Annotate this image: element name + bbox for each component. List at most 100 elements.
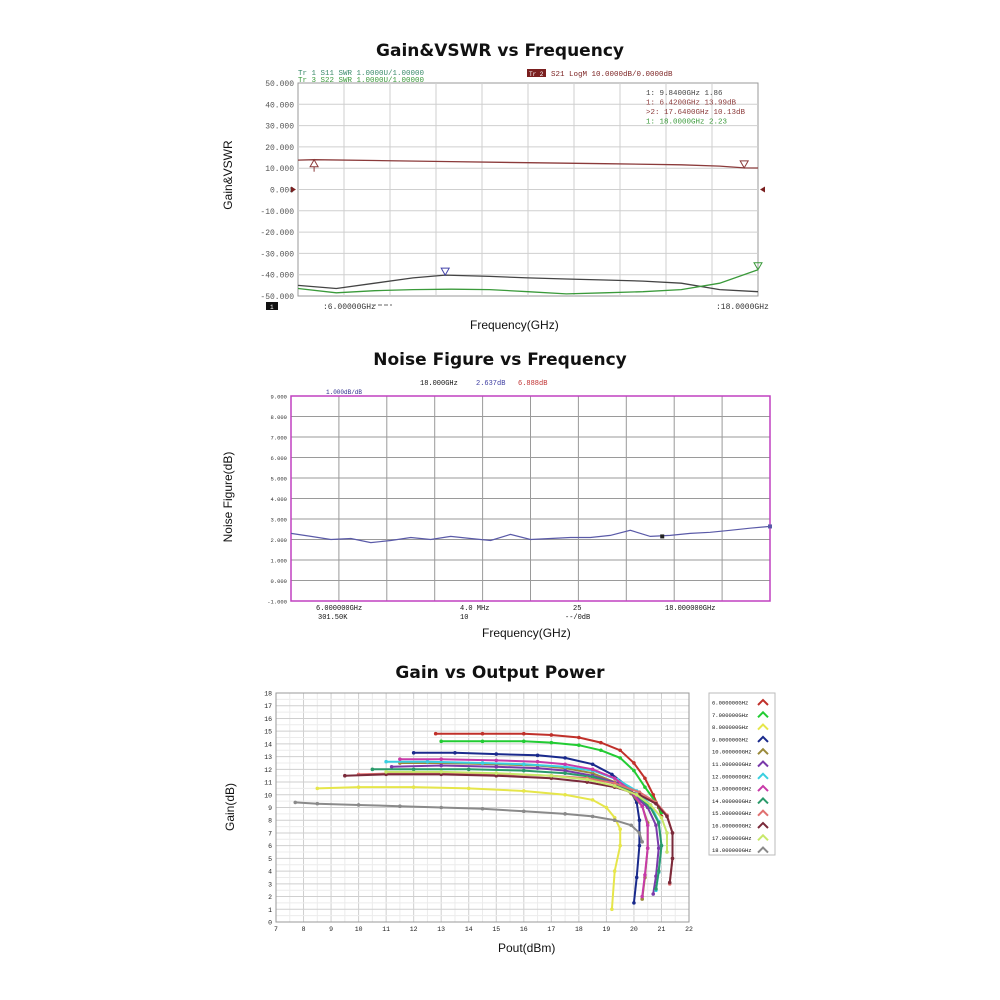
data-point <box>665 814 669 819</box>
data-point <box>439 763 444 768</box>
legend-swatch <box>757 735 769 743</box>
data-point <box>389 764 394 769</box>
series-line <box>297 269 759 295</box>
y-tick-label: 9.000 <box>270 394 287 401</box>
gain-vswr-xlabel: Frequency(GHz) <box>470 318 559 332</box>
legend-label: 11.000000GHz <box>712 761 752 768</box>
data-point <box>632 761 636 765</box>
data-point <box>599 748 603 753</box>
y-tick-label: 30.000 <box>265 123 294 132</box>
data-point <box>315 786 320 791</box>
data-point <box>670 856 675 861</box>
x-tick-label: 18 <box>575 926 583 933</box>
y-tick-label: 9 <box>268 805 272 812</box>
data-point <box>634 792 639 797</box>
data-point <box>599 740 603 745</box>
scale-label: 1.000dB/dB <box>326 389 362 396</box>
x-start-label: :6.00000GHz <box>323 303 376 312</box>
data-point <box>612 869 617 873</box>
y-tick-label: 50.000 <box>265 80 294 89</box>
data-point <box>590 767 595 772</box>
data-point <box>563 792 567 797</box>
data-point <box>577 743 581 747</box>
data-point <box>398 757 402 761</box>
y-tick-label: 1 <box>268 907 272 914</box>
data-point <box>411 785 416 789</box>
legend-swatch <box>757 821 769 829</box>
data-point <box>632 768 636 773</box>
bottom-label: 4.0 MHz <box>460 605 489 613</box>
data-point <box>610 772 614 777</box>
data-point <box>656 869 661 873</box>
data-point <box>439 772 444 777</box>
y-tick-label: 0.000 <box>270 187 294 196</box>
channel-tag-bg <box>266 302 278 310</box>
y-tick-label: -1.000 <box>267 599 287 606</box>
y-tick-label: 12 <box>264 767 272 774</box>
legend-label: 18.000000GHz <box>712 847 752 854</box>
data-point <box>637 818 642 823</box>
legend-label: 17.000000GHz <box>712 835 752 842</box>
reference-arrow-left <box>291 186 296 193</box>
noise-figure-xlabel: Frequency(GHz) <box>482 626 571 640</box>
data-point <box>590 814 595 819</box>
legend-swatch <box>757 846 769 854</box>
data-point <box>439 805 444 810</box>
y-tick-label: 3.000 <box>270 517 287 524</box>
data-point <box>618 756 622 760</box>
y-tick-label: 2.000 <box>270 537 287 544</box>
data-point <box>629 823 633 828</box>
data-point <box>522 739 526 744</box>
legend-label: 8.000000GHz <box>712 724 748 731</box>
y-tick-label: 16 <box>264 716 272 723</box>
data-point <box>384 772 388 777</box>
trace-tag-bg <box>527 69 546 77</box>
data-point <box>604 805 609 810</box>
noise-figure-line <box>290 525 771 544</box>
y-tick-label: -40.000 <box>260 272 294 281</box>
data-point <box>453 750 457 755</box>
legend-label: 13.000000GHz <box>712 786 752 793</box>
x-tick-label: 10 <box>355 926 363 933</box>
data-point <box>640 897 644 901</box>
marker-triangle <box>739 160 750 169</box>
data-point <box>398 804 402 809</box>
legend-label: 7.000000GHz <box>712 712 748 719</box>
data-point <box>494 752 499 756</box>
marker-readout: 1: 18.0000GHz 2.23 <box>646 119 728 127</box>
data-point <box>654 801 658 806</box>
y-tick-label: 8 <box>268 818 272 825</box>
data-point <box>480 806 485 811</box>
data-point <box>535 759 540 764</box>
x-tick-label: 17 <box>547 926 555 933</box>
y-tick-label: 2 <box>268 894 272 901</box>
x-tick-label: 9 <box>329 926 333 933</box>
data-point <box>659 843 664 848</box>
data-point <box>433 731 438 736</box>
end-marker <box>768 524 772 529</box>
x-tick-label: 13 <box>437 926 445 933</box>
y-tick-label: -20.000 <box>260 229 294 238</box>
data-point <box>643 785 647 789</box>
y-tick-label: -50.000 <box>260 293 294 302</box>
trace-tag: Tr 2 <box>529 71 544 78</box>
data-point <box>563 762 567 767</box>
y-tick-label: 7.000 <box>270 435 287 442</box>
data-point <box>640 894 644 899</box>
data-point <box>494 764 499 769</box>
data-point <box>590 798 595 802</box>
data-point <box>618 843 622 848</box>
series-line <box>297 274 759 293</box>
legend-label: 10.000000GHz <box>712 749 752 756</box>
data-point <box>612 818 617 823</box>
data-point <box>466 767 471 772</box>
noise-figure-title: Noise Figure vs Frequency <box>373 350 627 370</box>
y-tick-label: 4.000 <box>270 496 287 503</box>
data-point <box>585 777 589 782</box>
legend-swatch <box>757 710 769 719</box>
y-tick-label: 4 <box>268 869 272 876</box>
reference-arrow-right <box>760 186 765 193</box>
legend-label: 14.000000GHz <box>712 798 752 805</box>
y-tick-label: 6 <box>268 843 272 850</box>
